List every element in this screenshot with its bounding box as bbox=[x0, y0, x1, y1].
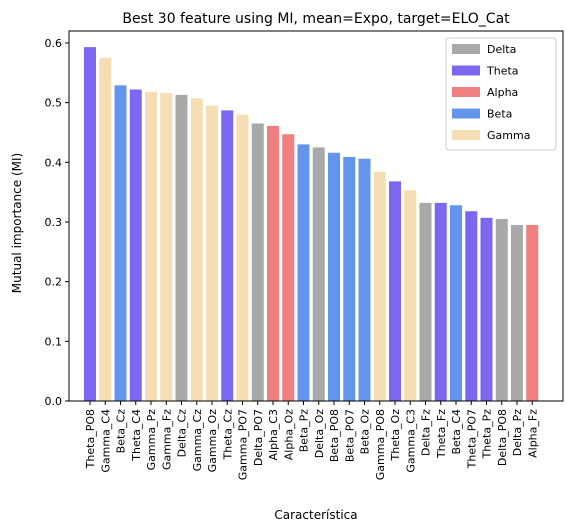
x-tick-label: Gamma_C4 bbox=[99, 409, 112, 473]
bar-alpha-oz bbox=[282, 134, 295, 401]
x-tick-label: Theta_Oz bbox=[389, 409, 402, 462]
x-tick-label: Gamma_Pz bbox=[145, 409, 158, 471]
y-tick-label: 0.0 bbox=[45, 395, 63, 408]
bar-beta-pz bbox=[297, 144, 310, 402]
bar-alpha-c3 bbox=[267, 125, 279, 402]
x-tick-label: Beta_C4 bbox=[450, 409, 463, 455]
legend-label-alpha: Alpha bbox=[487, 86, 518, 99]
bar-beta-po8 bbox=[328, 152, 340, 401]
x-tick-label: Gamma_Cz bbox=[191, 409, 204, 472]
x-tick-label: Theta_Fz bbox=[435, 409, 448, 459]
bar-theta-cz bbox=[221, 110, 234, 401]
x-tick-label: Delta_Pz bbox=[511, 409, 524, 456]
bar-delta-fz bbox=[419, 202, 432, 401]
bar-gamma-po8 bbox=[373, 171, 386, 401]
x-tick-label: Theta_Cz bbox=[221, 409, 234, 461]
bar-delta-po8 bbox=[495, 218, 508, 401]
legend-swatch-beta bbox=[452, 108, 480, 119]
bar-delta-oz bbox=[312, 147, 325, 401]
bar-delta-pz bbox=[511, 224, 523, 401]
bar-theta-fz bbox=[434, 202, 447, 401]
x-tick-label: Beta_Pz bbox=[298, 409, 311, 453]
x-tick-label: Delta_Oz bbox=[313, 409, 326, 459]
y-tick-label: 0.6 bbox=[45, 37, 63, 50]
x-tick-label: Gamma_Fz bbox=[160, 409, 173, 470]
legend-swatch-alpha bbox=[452, 87, 480, 97]
y-axis-label: Mutual importance (MI) bbox=[10, 153, 24, 293]
bar-alpha-fz bbox=[526, 224, 539, 401]
x-tick-label: Delta_Fz bbox=[420, 409, 433, 456]
x-tick-label: Gamma_C3 bbox=[404, 409, 417, 473]
bar-gamma-po7 bbox=[236, 114, 249, 401]
y-tick-label: 0.3 bbox=[45, 216, 63, 229]
legend-label-delta: Delta bbox=[487, 43, 516, 56]
legend-label-gamma: Gamma bbox=[487, 129, 530, 142]
bar-gamma-cz bbox=[190, 98, 203, 401]
legend-swatch-gamma bbox=[452, 130, 480, 140]
bar-theta-po8 bbox=[84, 47, 96, 401]
x-tick-label: Beta_PO8 bbox=[328, 409, 341, 462]
legend-swatch-theta bbox=[452, 65, 480, 76]
x-tick-label: Delta_PO7 bbox=[252, 409, 265, 466]
bar-delta-cz bbox=[175, 94, 188, 402]
x-tick-label: Gamma_Oz bbox=[206, 409, 219, 473]
x-axis-label: Característica bbox=[274, 508, 357, 522]
bar-beta-oz bbox=[358, 158, 371, 401]
x-tick-label: Theta_PO8 bbox=[84, 409, 97, 469]
x-tick-label: Gamma_PO7 bbox=[237, 409, 250, 480]
chart-title: Best 30 feature using MI, mean=Expo, tar… bbox=[122, 11, 510, 27]
bar-beta-po7 bbox=[343, 156, 356, 401]
bar-gamma-c3 bbox=[404, 190, 417, 401]
bar-gamma-fz bbox=[160, 93, 173, 401]
bar-gamma-pz bbox=[145, 91, 157, 401]
bar-beta-cz bbox=[114, 85, 127, 401]
bar-theta-oz bbox=[389, 181, 401, 401]
x-tick-label: Alpha_C3 bbox=[267, 409, 280, 460]
bar-theta-c4 bbox=[129, 89, 142, 401]
bar-theta-pz bbox=[480, 217, 493, 401]
x-tick-label: Beta_Oz bbox=[359, 409, 372, 455]
legend-swatch-delta bbox=[452, 44, 480, 54]
x-tick-label: Theta_PO7 bbox=[465, 409, 478, 469]
bar-theta-po7 bbox=[465, 211, 478, 401]
legend-label-beta: Beta bbox=[487, 108, 512, 121]
x-tick-label: Alpha_Fz bbox=[526, 409, 539, 458]
x-tick-label: Alpha_Oz bbox=[282, 409, 295, 460]
x-tick-label: Delta_Cz bbox=[176, 409, 189, 458]
x-tick-label: Gamma_PO8 bbox=[374, 409, 387, 480]
x-tick-label: Beta_PO7 bbox=[343, 409, 356, 462]
y-axis-ticks: 0.0 0.1 0.2 0.3 0.4 0.5 0.6 bbox=[45, 37, 69, 408]
y-tick-label: 0.5 bbox=[45, 97, 63, 110]
y-tick-label: 0.2 bbox=[45, 276, 63, 289]
x-tick-label: Theta_Pz bbox=[481, 409, 494, 460]
bar-beta-c4 bbox=[450, 205, 462, 401]
bars-group bbox=[84, 47, 539, 402]
legend: Delta Theta Alpha Beta Gamma bbox=[445, 37, 557, 151]
plot-frame bbox=[68, 30, 564, 402]
bar-delta-po7 bbox=[251, 123, 264, 401]
y-tick-label: 0.1 bbox=[45, 335, 63, 348]
y-tick-label: 0.4 bbox=[45, 156, 63, 169]
x-tick-label: Theta_C4 bbox=[130, 409, 143, 462]
bar-gamma-c4 bbox=[99, 57, 112, 402]
x-tick-label: Beta_Cz bbox=[115, 409, 128, 454]
legend-label-theta: Theta bbox=[486, 65, 519, 78]
x-axis-ticks: Theta_PO8 Gamma_C4 Beta_Cz Theta_C4 Gamma_Pz… bbox=[84, 401, 539, 480]
bar-gamma-oz bbox=[206, 105, 218, 401]
x-tick-label: Delta_PO8 bbox=[496, 409, 509, 466]
